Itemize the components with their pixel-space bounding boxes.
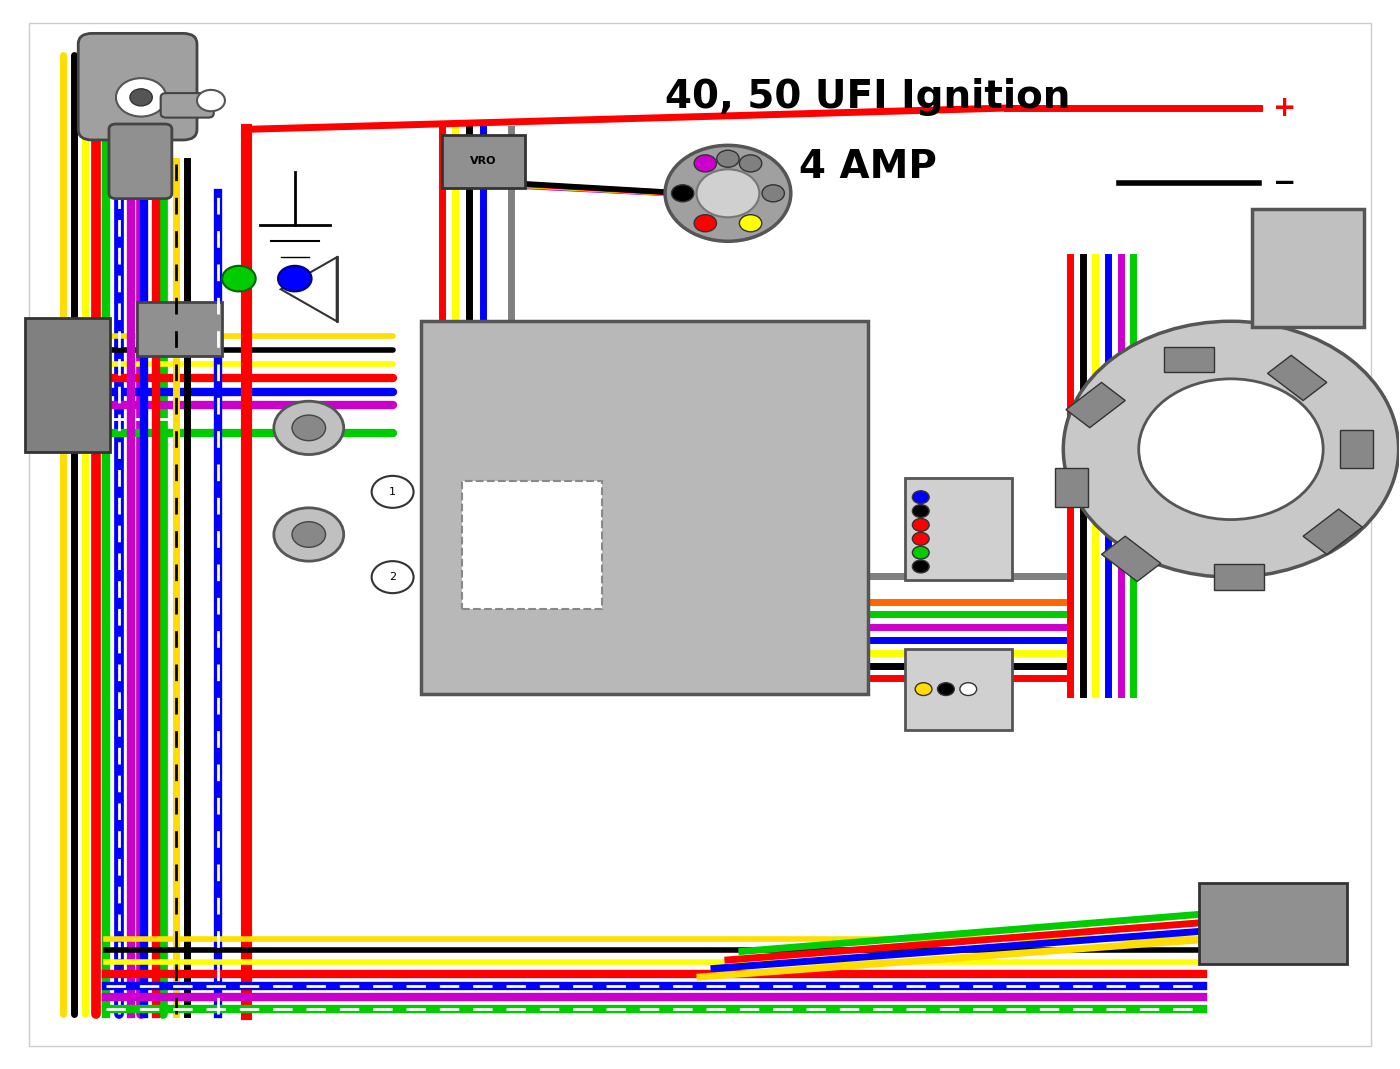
Circle shape [960,683,977,696]
FancyBboxPatch shape [1198,883,1347,964]
Circle shape [717,151,739,167]
FancyBboxPatch shape [137,303,223,356]
FancyBboxPatch shape [78,33,197,140]
Circle shape [665,145,791,242]
Circle shape [913,560,930,573]
FancyBboxPatch shape [906,649,1012,730]
Bar [1214,564,1264,590]
FancyBboxPatch shape [109,124,172,199]
Circle shape [739,155,762,172]
Circle shape [371,561,413,593]
Text: +: + [1273,94,1296,122]
FancyBboxPatch shape [1252,210,1364,327]
Circle shape [116,78,167,117]
Text: 2: 2 [389,572,396,583]
FancyBboxPatch shape [161,93,214,118]
Circle shape [279,266,312,292]
Circle shape [197,90,225,111]
Circle shape [739,215,762,232]
Text: VRO: VRO [470,156,497,167]
Circle shape [274,508,344,561]
Text: 1: 1 [389,486,396,497]
Circle shape [371,476,413,508]
Circle shape [913,546,930,559]
Polygon shape [281,258,337,322]
Bar [1163,346,1214,372]
Circle shape [694,215,717,232]
Circle shape [274,401,344,454]
Circle shape [694,155,717,172]
Circle shape [1138,378,1323,520]
Circle shape [913,518,930,531]
Circle shape [697,169,759,217]
Circle shape [916,683,932,696]
FancyBboxPatch shape [420,322,868,695]
Bar [1065,383,1126,428]
FancyBboxPatch shape [906,478,1012,580]
Circle shape [913,491,930,503]
Circle shape [913,505,930,517]
Circle shape [293,522,326,547]
Bar [1102,537,1161,582]
FancyBboxPatch shape [462,481,602,609]
Text: −: − [1273,169,1296,197]
Circle shape [672,185,694,202]
Text: 40, 50 UFI Ignition: 40, 50 UFI Ignition [665,78,1071,117]
Bar [1340,430,1373,468]
Circle shape [223,266,256,292]
Bar [1054,468,1088,507]
Circle shape [1063,322,1399,577]
FancyBboxPatch shape [441,135,525,188]
Circle shape [913,532,930,545]
FancyBboxPatch shape [25,319,111,452]
Text: 4 AMP: 4 AMP [799,148,937,186]
Bar [1303,509,1362,555]
Circle shape [938,683,955,696]
Circle shape [293,415,326,440]
Circle shape [130,89,153,106]
Circle shape [762,185,784,202]
Bar [1267,355,1327,401]
